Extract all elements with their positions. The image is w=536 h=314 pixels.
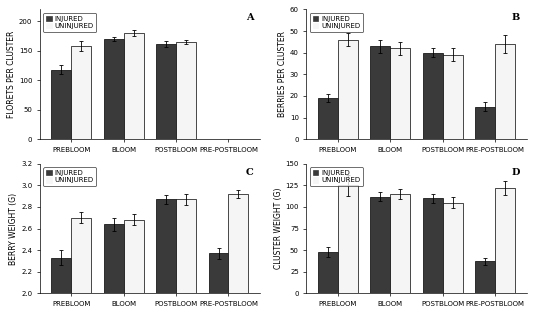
Bar: [390, 194, 410, 293]
Text: D: D: [511, 168, 520, 176]
Y-axis label: CLUSTER WEIGHT (G): CLUSTER WEIGHT (G): [273, 188, 282, 269]
Bar: [495, 188, 515, 293]
Bar: [423, 198, 443, 293]
Bar: [443, 55, 463, 139]
Bar: [176, 42, 196, 139]
Y-axis label: FLORETS PER CLUSTER: FLORETS PER CLUSTER: [7, 31, 16, 118]
Text: B: B: [512, 13, 520, 22]
Bar: [176, 199, 196, 314]
Bar: [318, 252, 338, 293]
Legend: INJURED, UNINJURED: INJURED, UNINJURED: [310, 167, 363, 186]
Bar: [156, 199, 176, 314]
Bar: [338, 185, 358, 293]
Text: A: A: [245, 13, 254, 22]
Bar: [124, 220, 144, 314]
Bar: [209, 253, 228, 314]
Bar: [318, 98, 338, 139]
Bar: [228, 194, 248, 314]
Bar: [475, 107, 495, 139]
Bar: [104, 39, 124, 139]
Bar: [423, 53, 443, 139]
Bar: [475, 262, 495, 293]
Y-axis label: BERRY WEIGHT (G): BERRY WEIGHT (G): [9, 192, 18, 265]
Bar: [495, 44, 515, 139]
Bar: [71, 218, 91, 314]
Bar: [370, 197, 390, 293]
Bar: [338, 40, 358, 139]
Y-axis label: BERRIES PER CLUSTER: BERRIES PER CLUSTER: [278, 31, 287, 117]
Text: C: C: [245, 168, 254, 176]
Bar: [71, 46, 91, 139]
Bar: [51, 258, 71, 314]
Legend: INJURED, UNINJURED: INJURED, UNINJURED: [310, 13, 363, 32]
Bar: [443, 203, 463, 293]
Legend: INJURED, UNINJURED: INJURED, UNINJURED: [43, 13, 96, 32]
Bar: [124, 33, 144, 139]
Bar: [370, 46, 390, 139]
Bar: [156, 44, 176, 139]
Bar: [104, 224, 124, 314]
Legend: INJURED, UNINJURED: INJURED, UNINJURED: [43, 167, 96, 186]
Bar: [390, 48, 410, 139]
Bar: [51, 70, 71, 139]
